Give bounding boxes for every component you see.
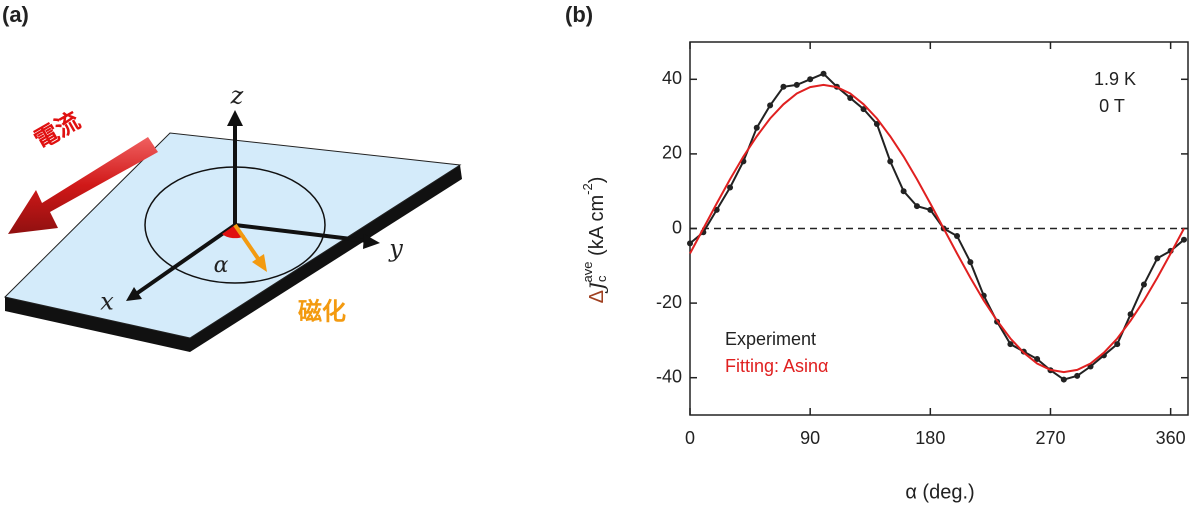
data-point xyxy=(1074,372,1081,379)
x-tick-label: 270 xyxy=(1035,428,1065,448)
ylabel-part: J xyxy=(585,281,609,294)
ylabel-part: ) xyxy=(586,177,608,184)
y-label: y xyxy=(388,235,403,263)
x-axis-title: α (deg.) xyxy=(905,481,974,503)
data-point xyxy=(1034,356,1041,363)
y-tick-label: 20 xyxy=(662,143,682,163)
magnetization-arrow xyxy=(233,223,267,272)
legend-entry: Experiment xyxy=(725,329,816,349)
ylabel-part: (kA cm xyxy=(586,195,608,262)
x-tick-label: 180 xyxy=(915,428,945,448)
data-point xyxy=(767,102,774,109)
data-point xyxy=(820,70,827,77)
current-arrow xyxy=(8,137,158,234)
data-point xyxy=(1180,236,1187,243)
data-point xyxy=(967,259,974,266)
ylabel-part: -2 xyxy=(580,183,595,195)
ylabel-part: ave xyxy=(580,262,595,283)
angle-label: α xyxy=(214,253,229,278)
axes-arrows xyxy=(126,110,380,301)
data-point xyxy=(847,94,854,101)
data-point xyxy=(1140,281,1147,288)
data-point xyxy=(900,188,907,195)
panel-label: (a) xyxy=(2,2,29,27)
data-point xyxy=(753,124,760,131)
data-point xyxy=(1127,311,1134,318)
current-label: 電流 xyxy=(30,107,85,154)
data-point xyxy=(954,232,961,239)
data-point xyxy=(687,240,693,247)
annotation: 1.9 K xyxy=(1094,69,1136,89)
data-point xyxy=(887,158,894,165)
ylabel-part: c xyxy=(594,275,609,282)
data-point xyxy=(1007,341,1014,348)
data-point xyxy=(860,106,867,113)
data-point xyxy=(807,76,814,83)
angle-wedge xyxy=(222,225,245,239)
data-point xyxy=(1060,376,1067,383)
x-tick-label: 90 xyxy=(800,428,820,448)
series-line xyxy=(689,83,1185,374)
data-point xyxy=(793,81,800,88)
x-tick-label: 0 xyxy=(685,428,695,448)
y-tick-label: 0 xyxy=(672,217,682,237)
data-point xyxy=(1114,341,1121,348)
z-label: z xyxy=(230,82,244,110)
data-point xyxy=(873,121,880,128)
legend-entry: Fitting: Asinα xyxy=(725,356,828,376)
x-tick-label: 360 xyxy=(1156,428,1186,448)
panel-label: (b) xyxy=(565,2,593,27)
y-tick-label: -40 xyxy=(656,366,682,386)
chart: 0 90 180 270 360 -40 -20 0 20 40 Experiment Fitting… xyxy=(656,41,1189,448)
ylabel-part: Δ xyxy=(586,290,608,303)
magnetization-label: 磁化 xyxy=(298,297,346,325)
y-tick-label: -20 xyxy=(656,292,682,312)
data-point xyxy=(727,184,734,191)
data-point xyxy=(1154,255,1161,262)
y-tick-label: 40 xyxy=(662,68,682,88)
y-axis-title: ΔJcave (kA cm-2) xyxy=(580,177,609,304)
data-point xyxy=(780,83,787,90)
x-label: x xyxy=(100,288,114,316)
annotation: 0 T xyxy=(1099,96,1125,116)
data-point xyxy=(913,203,920,210)
